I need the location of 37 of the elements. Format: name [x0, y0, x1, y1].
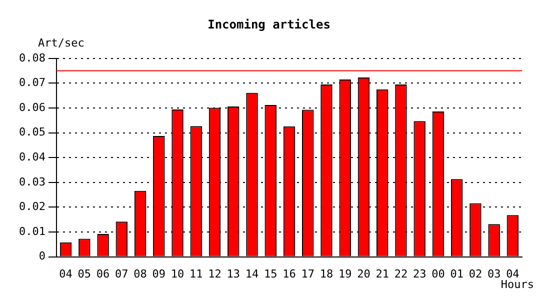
x-tick-label: 11	[190, 267, 203, 280]
x-tick-label: 21	[376, 267, 389, 280]
x-tick-label: 13	[226, 267, 240, 280]
y-tick-label: 0.04	[18, 150, 46, 164]
y-tick-label: 0.02	[18, 200, 46, 214]
x-tick-label: 07	[115, 267, 128, 280]
y-tick-label: 0.07	[18, 76, 46, 90]
x-tick-label: 03	[487, 267, 501, 280]
x-tick-label: 14	[245, 267, 259, 280]
y-tick-label: 0.03	[18, 175, 46, 188]
x-tick-label: 19	[338, 267, 352, 280]
x-tick-label: 12	[208, 267, 222, 280]
y-tick-label: 0.01	[18, 224, 46, 238]
x-tick-label: 09	[152, 267, 166, 280]
x-tick-label: 10	[170, 267, 184, 280]
x-tick-label: 18	[320, 267, 334, 280]
x-tick-label: 17	[301, 267, 314, 280]
x-tick-label: 16	[282, 267, 296, 280]
y-tick-label: 0	[38, 250, 46, 263]
x-tick-label: 23	[412, 267, 426, 280]
chart-title: Incoming articles	[208, 17, 330, 32]
x-tick-label: 15	[264, 267, 278, 280]
x-tick-label: 05	[78, 267, 92, 280]
x-tick-label: 02	[468, 267, 482, 280]
y-tick-label: 0.06	[18, 100, 46, 114]
y-tick-label: 0.08	[18, 51, 46, 64]
x-tick-label: 01	[450, 267, 464, 280]
x-axis-title: Hours	[500, 278, 534, 291]
x-tick-label: 06	[96, 267, 110, 280]
x-tick-label: 08	[134, 267, 147, 280]
x-tick-label: 20	[357, 267, 370, 280]
y-axis-title: Art/sec	[38, 36, 84, 50]
x-tick-label: 22	[394, 267, 408, 280]
x-tick-label: 00	[432, 267, 445, 280]
x-tick-label: 04	[59, 267, 73, 280]
y-tick-label: 0.05	[18, 126, 46, 139]
x-tick-label: 04	[506, 267, 520, 280]
